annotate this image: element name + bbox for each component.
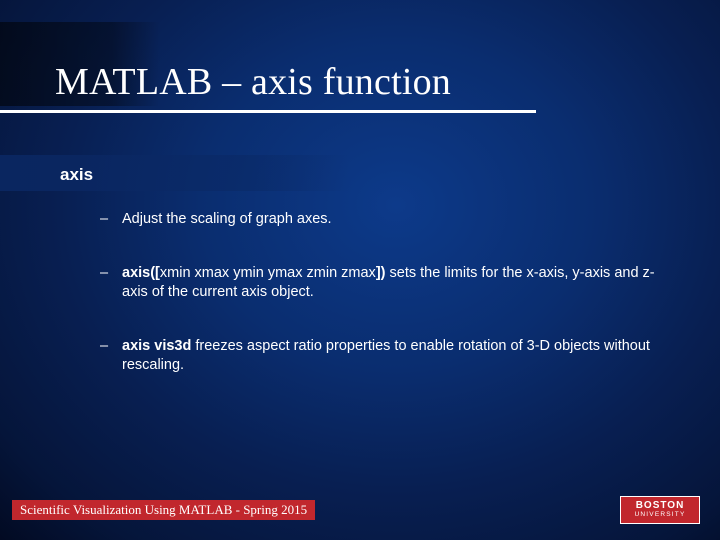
bullet-text: Adjust the scaling of graph axes. (122, 211, 332, 227)
bullet-list: – Adjust the scaling of graph axes. – ax… (100, 210, 668, 410)
list-item: – axis([xmin xmax ymin ymax zmin zmax]) … (100, 264, 668, 303)
list-item: – axis vis3d freezes aspect ratio proper… (100, 337, 668, 376)
list-item: – Adjust the scaling of graph axes. (100, 210, 668, 230)
boston-university-logo: BOSTON UNIVERSITY (620, 496, 700, 524)
bullet-text: axis([xmin xmax ymin ymax zmin zmax]) se… (122, 265, 655, 301)
title-underline (0, 110, 536, 113)
decorative-band-mid (0, 155, 350, 191)
bullet-dash: – (100, 264, 112, 284)
bullet-text: axis vis3d freezes aspect ratio properti… (122, 338, 650, 374)
page-title: MATLAB – axis function (55, 60, 451, 104)
bullet-dash: – (100, 210, 112, 230)
footer-bar: Scientific Visualization Using MATLAB - … (12, 500, 315, 520)
logo-line2: UNIVERSITY (634, 512, 685, 519)
bullet-dash: – (100, 337, 112, 357)
footer-text: Scientific Visualization Using MATLAB - … (20, 502, 307, 518)
logo-line1: BOSTON (636, 501, 685, 511)
section-label: axis (60, 165, 93, 185)
